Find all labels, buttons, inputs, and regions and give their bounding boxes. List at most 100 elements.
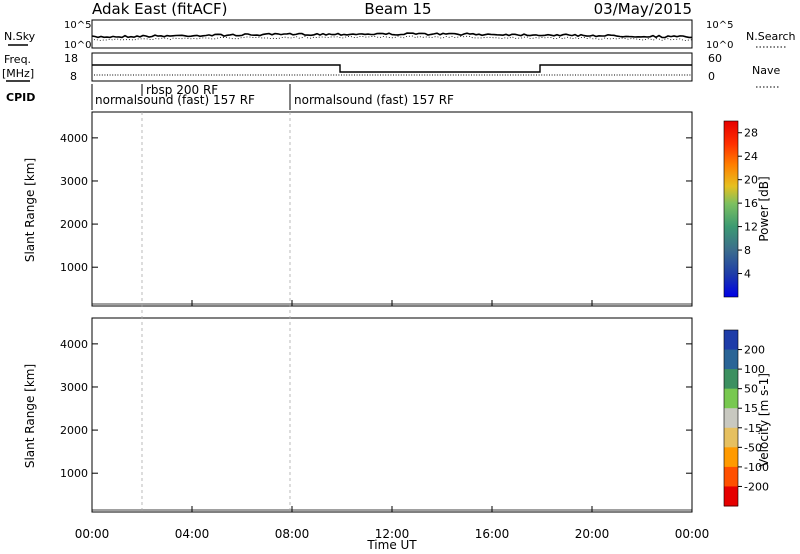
freq-label: Freq. [4, 53, 31, 66]
power-echo-cell [655, 198, 661, 229]
power-echo-cell [350, 212, 357, 230]
x-tick-label: 04:00 [175, 527, 210, 541]
power-echo-cell [538, 179, 545, 211]
velocity-colorbar [723, 329, 739, 507]
power-echo-cell [414, 226, 420, 251]
power-echo-cell [685, 199, 692, 229]
velocity-echo-cell [110, 419, 116, 436]
velocity-echo-cell [563, 394, 570, 432]
velocity-echo-cell [498, 367, 505, 419]
velocity-echo-cell [671, 399, 678, 439]
freq-tick-low: 8 [70, 70, 77, 83]
power-echo-cell [245, 215, 251, 220]
velocity-echo-cell [256, 329, 262, 351]
power-echo-cell [575, 265, 581, 280]
velocity-scatter [92, 321, 695, 468]
power-echo-cell [651, 262, 657, 297]
power-echo-cell [241, 210, 247, 220]
power-echo-cell [173, 209, 179, 218]
velocity-echo-cell [581, 367, 588, 420]
velocity-echo-cell [269, 407, 275, 428]
cpid-segment-normalsound-1: normalsound (fast) 157 RF [95, 93, 255, 107]
velocity-echo-cell [257, 411, 264, 435]
power-echo-cell [652, 176, 658, 231]
velocity-echo-cell [677, 378, 683, 417]
power-echo-cell [421, 240, 428, 256]
x-tick-label: 00:00 [675, 527, 710, 541]
power-echo-cell [222, 213, 229, 219]
velocity-cb-swatch [724, 408, 738, 429]
velocity-echo-cell [237, 336, 244, 362]
power-echo-cell [385, 232, 391, 252]
velocity-echo-cell [685, 377, 691, 428]
velocity-echo-cell [526, 377, 532, 426]
mode-change-guides [141, 112, 291, 512]
power-echo-cell [230, 118, 237, 149]
velocity-echo-cell [435, 428, 441, 449]
velocity-echo-cell [217, 323, 223, 353]
velocity-echo-cell [418, 436, 424, 457]
power-echo-cell [180, 124, 187, 152]
velocity-echo-cell [630, 380, 636, 422]
velocity-echo-cell [542, 401, 548, 434]
power-echo-cell [193, 129, 199, 163]
power-cb-tick-label: 4 [744, 268, 751, 281]
velocity-echo-cell [222, 414, 228, 439]
power-echo-cell [596, 172, 602, 228]
power-echo-cell [521, 181, 527, 231]
velocity-echo-cell [106, 413, 113, 439]
velocity-echo-cell [131, 408, 138, 434]
velocity-echo-cell [324, 415, 331, 430]
velocity-echo-cell [298, 414, 305, 431]
velocity-echo-cell [373, 439, 379, 466]
velocity-echo-cell [173, 411, 180, 438]
velocity-echo-cell [226, 334, 232, 367]
power-echo-cell [492, 184, 498, 229]
power-echo-cell [681, 176, 687, 225]
velocity-echo-cell [289, 407, 295, 427]
power-echo-cell [621, 177, 627, 233]
velocity-echo-cell [222, 325, 228, 358]
power-echo-cell [635, 261, 642, 285]
power-cb-tick-label: 28 [744, 127, 758, 140]
velocity-ytick-label: 1000 [60, 467, 88, 480]
velocity-echo-cell [508, 385, 515, 434]
velocity-cb-tick-label: 15 [744, 402, 758, 415]
power-echo-cell [185, 212, 191, 221]
velocity-echo-cell [514, 385, 520, 416]
power-echo-cell [656, 257, 662, 286]
velocity-echo-cell [396, 437, 403, 456]
velocity-echo-cell [303, 418, 310, 432]
velocity-cb-tick-label: -200 [744, 480, 769, 493]
power-echo-cell [318, 214, 325, 219]
power-echo-cell [142, 209, 149, 218]
velocity-echo-cell [596, 390, 603, 440]
date-title: 03/May/2015 [594, 0, 692, 18]
velocity-echo-cell [646, 369, 653, 418]
velocity-cb-swatch [724, 466, 738, 487]
velocity-echo-cell [425, 438, 431, 455]
velocity-echo-cell [539, 392, 545, 439]
power-echo-cell [340, 201, 346, 218]
velocity-echo-cell [383, 437, 389, 462]
power-echo-cell [676, 178, 682, 221]
x-tick-label: 08:00 [275, 527, 310, 541]
power-echo-cell [270, 209, 276, 218]
velocity-echo-cell [156, 418, 162, 438]
velocity-echo-cell [414, 430, 420, 447]
velocity-echo-cell [428, 437, 435, 468]
beam-title: Beam 15 [364, 0, 431, 18]
nave-label: Nave [752, 64, 780, 77]
velocity-echo-cell [202, 408, 209, 432]
noise-tick-low-right: 10^0 [706, 40, 733, 51]
power-ytick-label: 4000 [60, 132, 88, 145]
power-echo-cell [165, 211, 171, 217]
x-tick-label: 20:00 [575, 527, 610, 541]
velocity-echo-cell [182, 328, 188, 360]
velocity-cb-tick-label: -15 [744, 422, 762, 435]
velocity-echo-cell [560, 389, 566, 420]
power-echo-cell [307, 212, 313, 219]
power-echo-cell [424, 233, 431, 249]
velocity-echo-cell [621, 383, 627, 414]
velocity-panel: 1000 2000 3000 4000 Slant Range [km] 200 100… [23, 317, 771, 513]
